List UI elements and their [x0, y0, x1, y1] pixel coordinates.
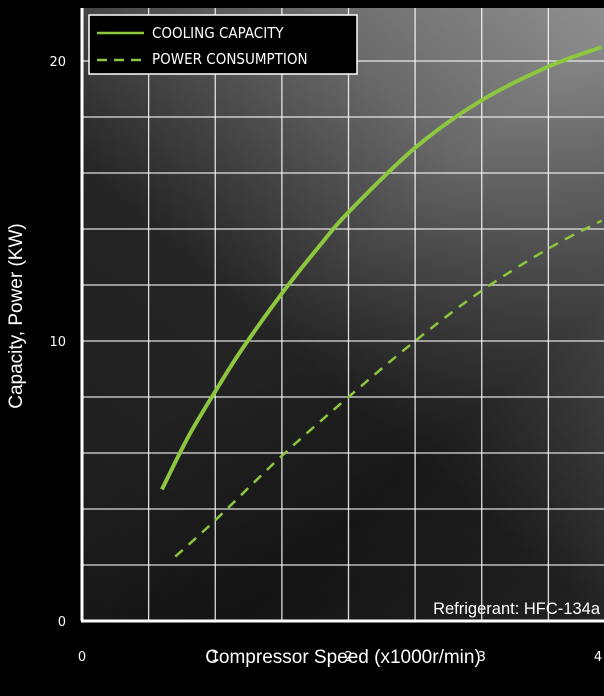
legend-box [88, 14, 358, 75]
plot-shading [82, 8, 604, 620]
y-tick-labels: 0 10 20 [49, 55, 66, 630]
refrigerant-annotation: Refrigerant: HFC-134a [433, 600, 601, 618]
x-axis-title: Compressor Speed (x1000r/min) [205, 647, 481, 668]
series-lines [160, 45, 603, 558]
x-tick-labels: 0 1 2 3 4 [78, 650, 602, 665]
x-tick-label: 2 [344, 650, 352, 665]
y-axis-title: Capacity, Power (KW) [6, 223, 27, 408]
y-tick-label: 0 [58, 615, 66, 630]
series-line-cooling-capacity [160, 45, 603, 491]
legend-label-cooling-capacity: COOLING CAPACITY [152, 24, 284, 42]
x-tick-label: 3 [478, 650, 486, 665]
grid [82, 8, 604, 621]
legend: COOLING CAPACITY POWER CONSUMPTION [88, 14, 358, 75]
y-tick-label: 10 [49, 335, 66, 350]
legend-label-power-consumption: POWER CONSUMPTION [152, 50, 308, 68]
x-tick-label: 0 [78, 650, 86, 665]
y-tick-label: 20 [49, 55, 66, 70]
x-tick-label: 1 [211, 650, 219, 665]
x-tick-label: 4 [594, 650, 602, 665]
series-line-power-consumption [174, 219, 603, 558]
